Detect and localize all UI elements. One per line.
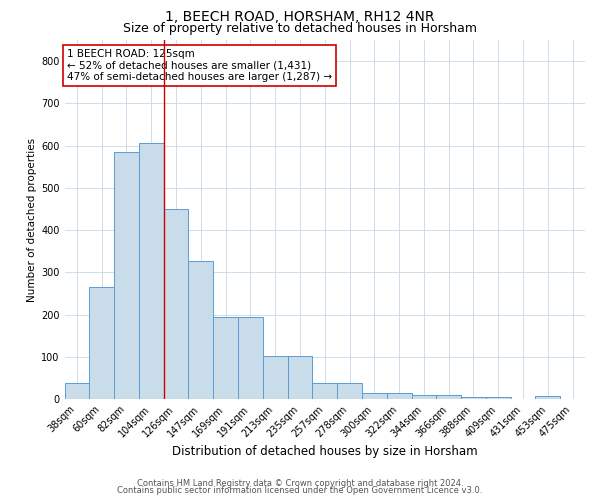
Y-axis label: Number of detached properties: Number of detached properties	[27, 138, 37, 302]
Bar	[486, 397, 511, 399]
Text: 1, BEECH ROAD, HORSHAM, RH12 4NR: 1, BEECH ROAD, HORSHAM, RH12 4NR	[165, 10, 435, 24]
Bar	[213, 316, 238, 399]
Bar	[535, 396, 560, 399]
Bar	[362, 392, 387, 399]
Bar	[139, 144, 164, 399]
Bar	[114, 152, 139, 399]
Bar	[436, 395, 461, 399]
Bar	[287, 356, 313, 399]
Bar	[238, 316, 263, 399]
Bar	[164, 209, 188, 399]
Bar	[188, 260, 213, 399]
Text: Contains HM Land Registry data © Crown copyright and database right 2024.: Contains HM Land Registry data © Crown c…	[137, 478, 463, 488]
Bar	[337, 384, 362, 399]
Bar	[89, 287, 114, 399]
Bar	[263, 356, 287, 399]
Bar	[461, 397, 486, 399]
Text: Contains public sector information licensed under the Open Government Licence v3: Contains public sector information licen…	[118, 486, 482, 495]
Bar	[387, 392, 412, 399]
Bar	[65, 384, 89, 399]
Bar	[412, 395, 436, 399]
X-axis label: Distribution of detached houses by size in Horsham: Distribution of detached houses by size …	[172, 444, 478, 458]
Text: 1 BEECH ROAD: 125sqm
← 52% of detached houses are smaller (1,431)
47% of semi-de: 1 BEECH ROAD: 125sqm ← 52% of detached h…	[67, 49, 332, 82]
Bar	[313, 384, 337, 399]
Text: Size of property relative to detached houses in Horsham: Size of property relative to detached ho…	[123, 22, 477, 35]
